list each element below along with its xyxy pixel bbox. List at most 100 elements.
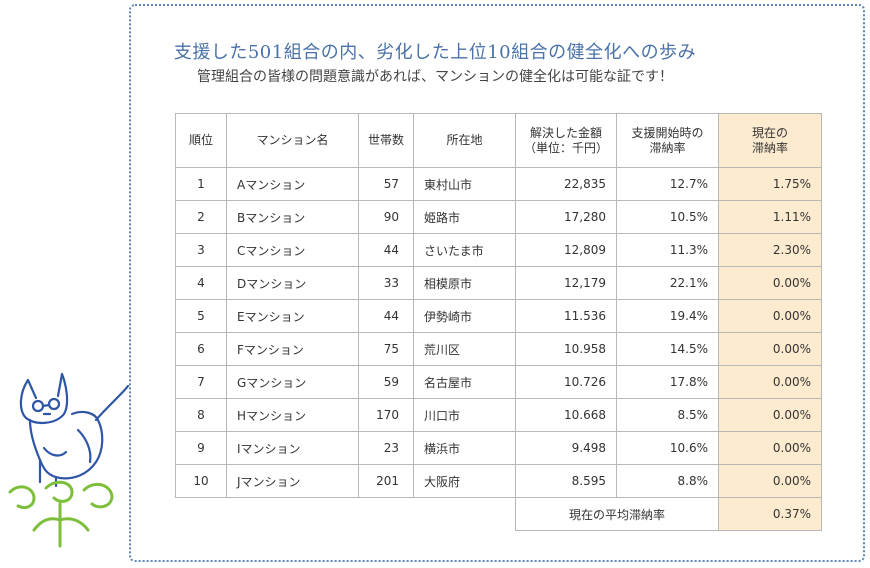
- cell-location: 荒川区: [413, 332, 516, 366]
- table-body: 1 Aマンション 57 東村山市 22,835 12.7% 1.75% 2 Bマンション 90 姫路…: [175, 167, 822, 498]
- cell-rank: 10: [175, 464, 227, 498]
- cell-amount: 10.726: [515, 365, 617, 399]
- header-start-line1: 支援開始時の: [631, 125, 704, 140]
- table-row: 5 Eマンション 44 伊勢崎市 11.536 19.4% 0.00%: [175, 299, 822, 333]
- cell-name: Cマンション: [226, 233, 359, 267]
- average-spacer: [176, 498, 516, 531]
- cell-name: Gマンション: [226, 365, 359, 399]
- cell-current-rate: 0.00%: [718, 431, 822, 465]
- header-amount-line2: （単位：千円）: [523, 140, 608, 155]
- cell-rank: 8: [175, 398, 227, 432]
- table-row: 7 Gマンション 59 名古屋市 10.726 17.8% 0.00%: [175, 365, 822, 399]
- header-current-line2: 滞納率: [751, 140, 788, 155]
- cell-households: 201: [358, 464, 414, 498]
- cell-start-rate: 19.4%: [616, 299, 719, 333]
- cell-households: 44: [358, 233, 414, 267]
- cell-households: 44: [358, 299, 414, 333]
- cell-location: 名古屋市: [413, 365, 516, 399]
- cell-households: 33: [358, 266, 414, 300]
- cell-location: 東村山市: [413, 167, 516, 201]
- cell-location: 相模原市: [413, 266, 516, 300]
- cell-name: Dマンション: [226, 266, 359, 300]
- table-row: 6 Fマンション 75 荒川区 10.958 14.5% 0.00%: [175, 332, 822, 366]
- cell-current-rate: 0.00%: [718, 266, 822, 300]
- cell-start-rate: 8.5%: [616, 398, 719, 432]
- table-row: 4 Dマンション 33 相模原市 12,179 22.1% 0.00%: [175, 266, 822, 300]
- cell-current-rate: 1.11%: [718, 200, 822, 234]
- cell-name: Hマンション: [226, 398, 359, 432]
- cell-current-rate: 0.00%: [718, 299, 822, 333]
- cell-start-rate: 10.6%: [616, 431, 719, 465]
- cell-rank: 5: [175, 299, 227, 333]
- cell-name: Eマンション: [226, 299, 359, 333]
- cell-name: Jマンション: [226, 464, 359, 498]
- cell-name: Iマンション: [226, 431, 359, 465]
- cell-rank: 4: [175, 266, 227, 300]
- header-amount: 解決した金額 （単位：千円）: [515, 113, 617, 168]
- cell-start-rate: 11.3%: [616, 233, 719, 267]
- cell-amount: 22,835: [515, 167, 617, 201]
- cell-amount: 8.595: [515, 464, 617, 498]
- cell-start-rate: 17.8%: [616, 365, 719, 399]
- cell-start-rate: 22.1%: [616, 266, 719, 300]
- header-rank: 順位: [175, 113, 227, 168]
- header-location: 所在地: [413, 113, 516, 168]
- cell-rank: 7: [175, 365, 227, 399]
- cell-rank: 1: [175, 167, 227, 201]
- cell-name: Bマンション: [226, 200, 359, 234]
- cell-start-rate: 10.5%: [616, 200, 719, 234]
- header-current-rate: 現在の 滞納率: [718, 113, 822, 168]
- header-households: 世帯数: [358, 113, 414, 168]
- cell-start-rate: 14.5%: [616, 332, 719, 366]
- results-table: 順位 マンション名 世帯数 所在地 解決した金額 （単位：千円） 支援開始時の 滞納…: [175, 113, 822, 531]
- cell-location: 伊勢崎市: [413, 299, 516, 333]
- cell-rank: 3: [175, 233, 227, 267]
- cell-location: 大阪府: [413, 464, 516, 498]
- cell-current-rate: 2.30%: [718, 233, 822, 267]
- cell-amount: 12,179: [515, 266, 617, 300]
- cell-current-rate: 0.00%: [718, 398, 822, 432]
- cell-amount: 12,809: [515, 233, 617, 267]
- table-row: 10 Jマンション 201 大阪府 8.595 8.8% 0.00%: [175, 464, 822, 498]
- header-name: マンション名: [226, 113, 359, 168]
- header-amount-line1: 解決した金額: [529, 125, 602, 140]
- cell-start-rate: 12.7%: [616, 167, 719, 201]
- cell-rank: 9: [175, 431, 227, 465]
- cell-amount: 10.668: [515, 398, 617, 432]
- cell-households: 170: [358, 398, 414, 432]
- header-start-line2: 滞納率: [649, 140, 686, 155]
- average-label: 現在の平均滞納率: [515, 497, 719, 531]
- cell-rank: 2: [175, 200, 227, 234]
- cell-rank: 6: [175, 332, 227, 366]
- cell-households: 90: [358, 200, 414, 234]
- cell-location: さいたま市: [413, 233, 516, 267]
- cell-amount: 9.498: [515, 431, 617, 465]
- page-title: 支援した501組合の内、劣化した上位10組合の健全化への歩み: [173, 42, 697, 63]
- cat-on-leaves-icon: [8, 372, 130, 548]
- header-start-rate: 支援開始時の 滞納率: [616, 113, 719, 168]
- cell-start-rate: 8.8%: [616, 464, 719, 498]
- average-row: 現在の平均滞納率 0.37%: [176, 497, 822, 531]
- cell-amount: 17,280: [515, 200, 617, 234]
- cell-location: 横浜市: [413, 431, 516, 465]
- cell-current-rate: 1.75%: [718, 167, 822, 201]
- page-subtitle: 管理組合の皆様の問題意識があれば、マンションの健全化は可能な証です！: [197, 69, 673, 85]
- cell-current-rate: 0.00%: [718, 365, 822, 399]
- table-row: 8 Hマンション 170 川口市 10.668 8.5% 0.00%: [175, 398, 822, 432]
- table-header-row: 順位 マンション名 世帯数 所在地 解決した金額 （単位：千円） 支援開始時の 滞納…: [175, 113, 822, 168]
- cell-households: 23: [358, 431, 414, 465]
- cell-current-rate: 0.00%: [718, 332, 822, 366]
- cell-name: Aマンション: [226, 167, 359, 201]
- cell-amount: 10.958: [515, 332, 617, 366]
- cell-households: 59: [358, 365, 414, 399]
- cell-households: 57: [358, 167, 414, 201]
- cell-name: Fマンション: [226, 332, 359, 366]
- table-row: 9 Iマンション 23 横浜市 9.498 10.6% 0.00%: [175, 431, 822, 465]
- cell-amount: 11.536: [515, 299, 617, 333]
- cell-current-rate: 0.00%: [718, 464, 822, 498]
- header-current-line1: 現在の: [751, 125, 788, 140]
- average-value: 0.37%: [718, 497, 822, 531]
- cell-location: 川口市: [413, 398, 516, 432]
- table-row: 1 Aマンション 57 東村山市 22,835 12.7% 1.75%: [175, 167, 822, 201]
- table-row: 2 Bマンション 90 姫路市 17,280 10.5% 1.11%: [175, 200, 822, 234]
